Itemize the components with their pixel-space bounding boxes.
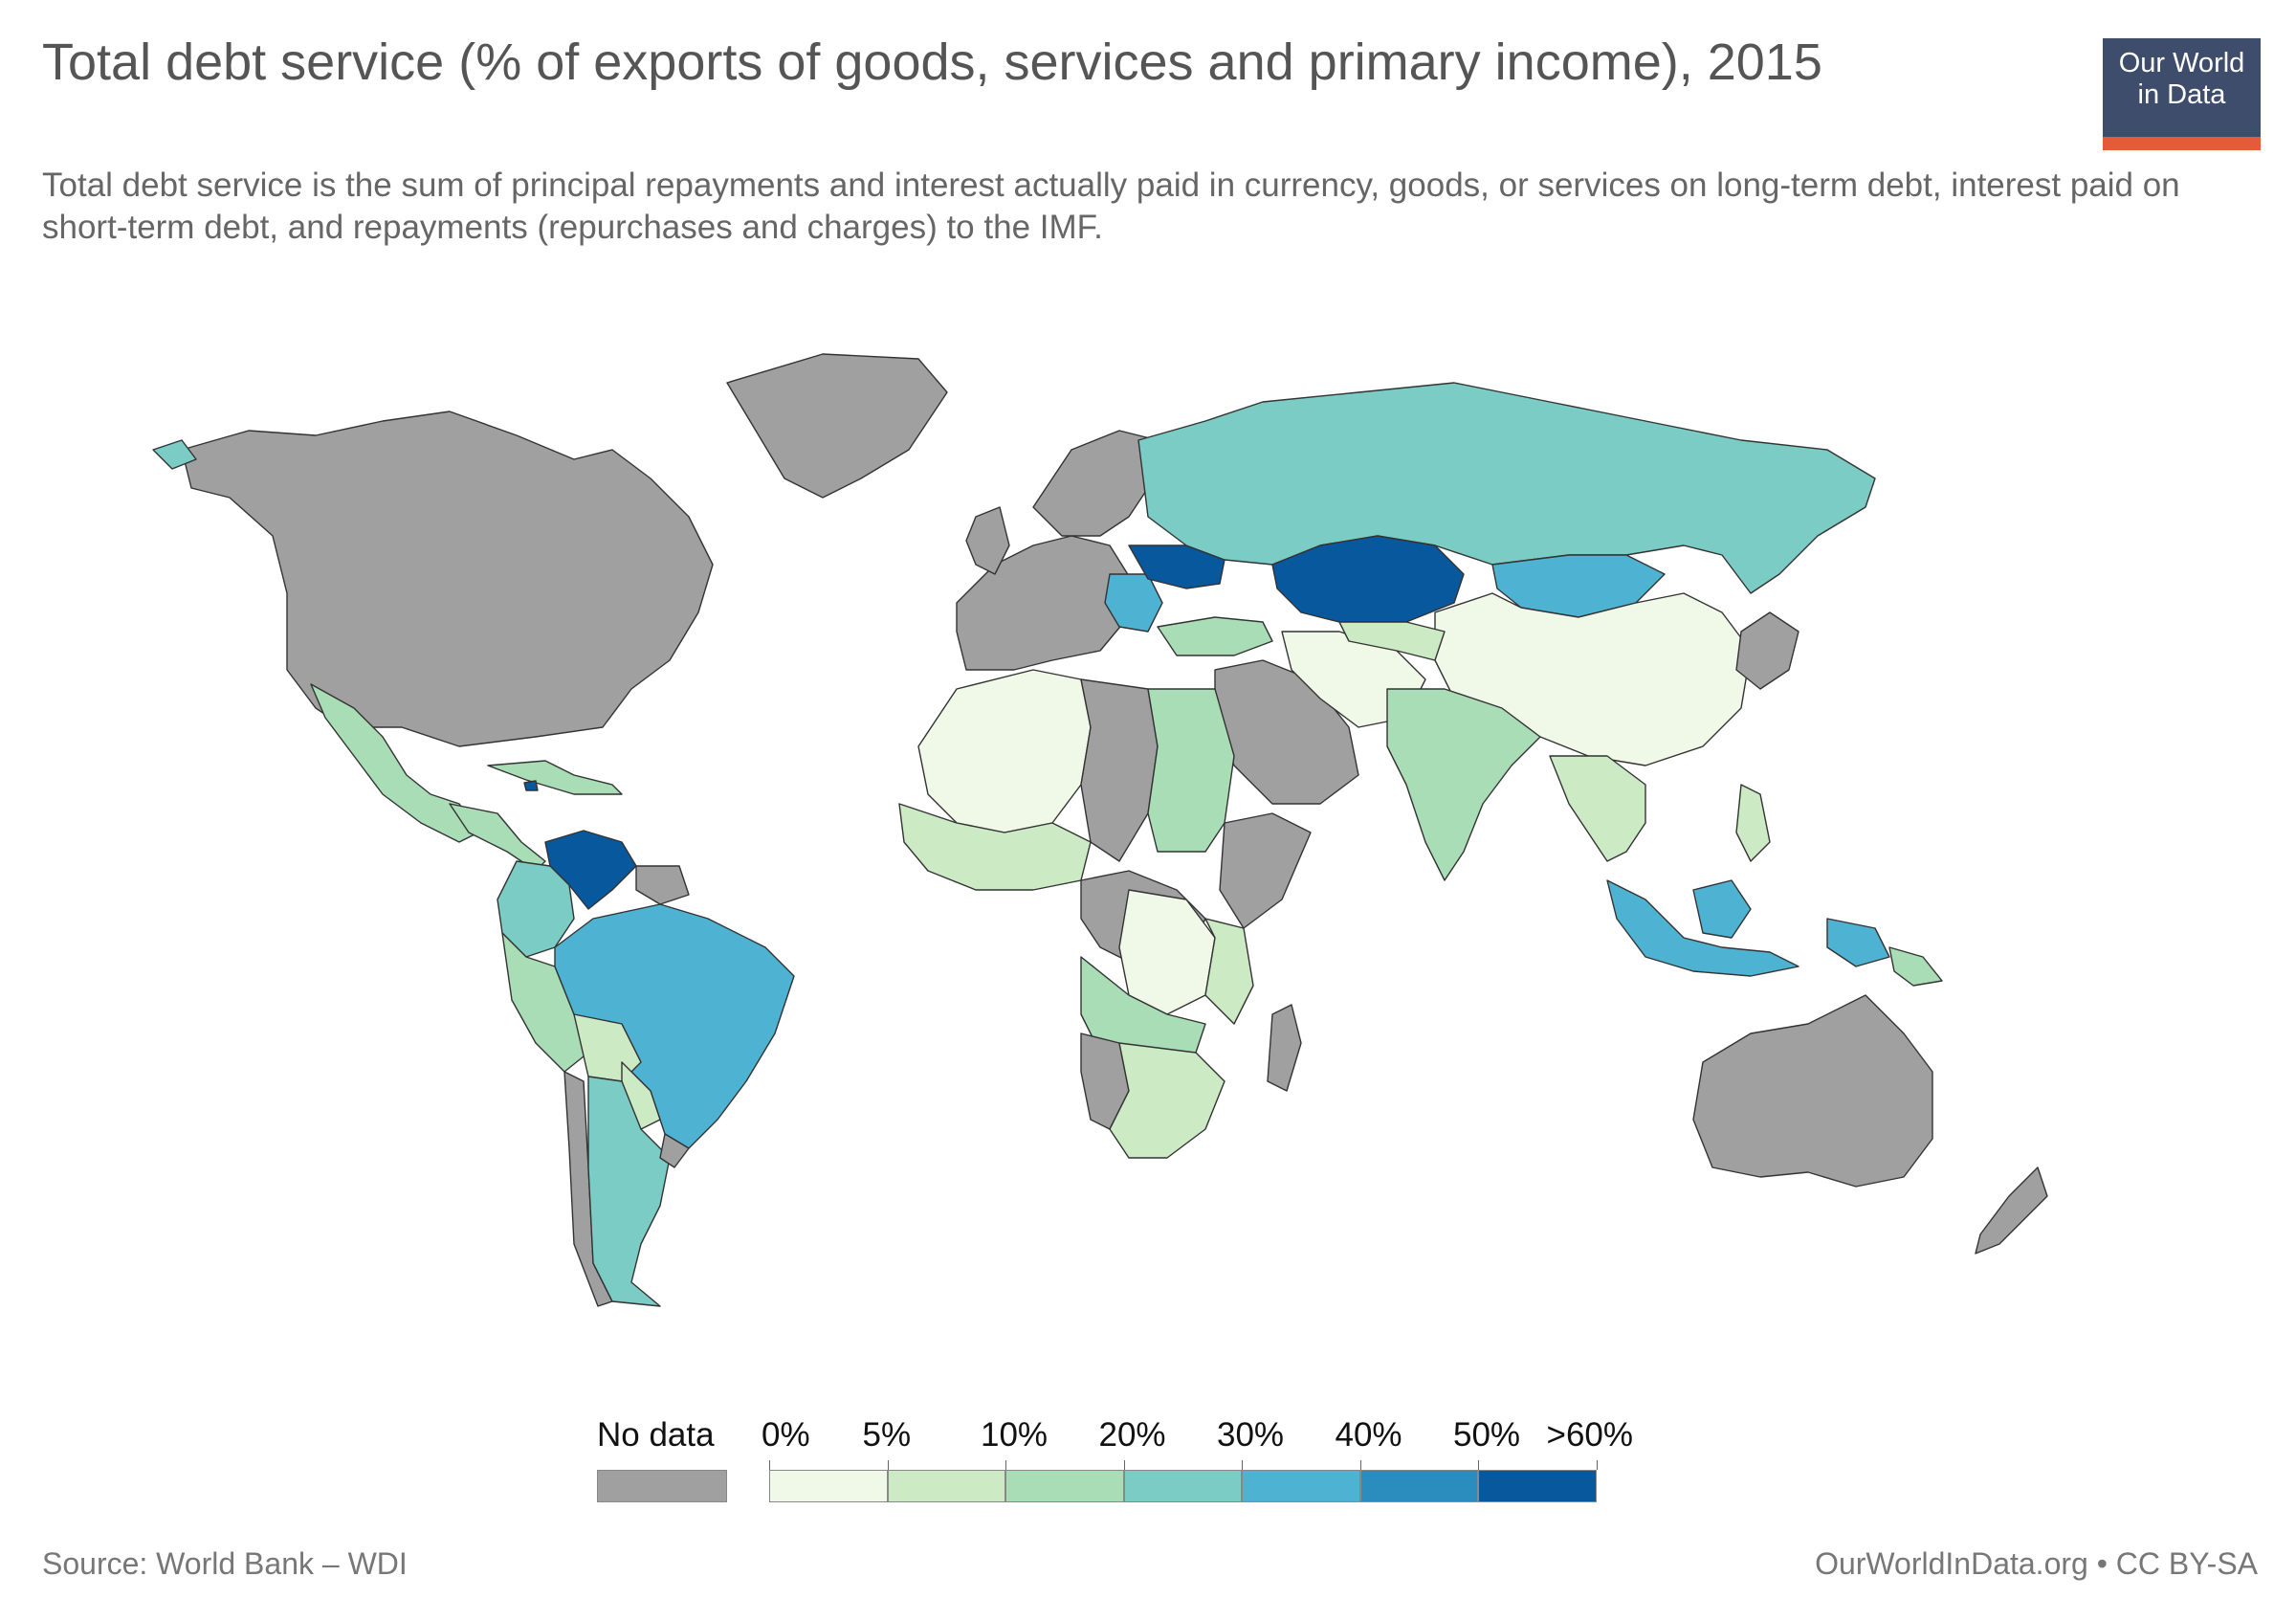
region-north-america[interactable] [181,411,714,747]
legend-label-max: >60% [1546,1416,1634,1454]
source-note[interactable]: Source: World Bank – WDI [42,1546,408,1581]
legend-tick [1596,1460,1598,1470]
legend-swatch[interactable] [1359,1470,1478,1502]
legend-tick [769,1460,770,1470]
region-australia[interactable] [1692,994,1933,1188]
legend-no-data-label: No data [597,1416,715,1454]
region-guianas[interactable] [635,865,690,905]
legend-swatch[interactable] [1478,1470,1597,1502]
legend-no-data-swatch[interactable] [597,1470,727,1502]
legend-tick [1478,1460,1479,1470]
region-argentina[interactable] [587,1076,671,1307]
legend-tick [1242,1460,1243,1470]
region-madagascar[interactable] [1267,1004,1302,1092]
chart-subtitle: Total debt service is the sum of princip… [42,167,2180,246]
region-east-africa[interactable] [1204,918,1254,1025]
region-southern-africa[interactable] [1109,1042,1225,1159]
legend-label: 50% [1453,1416,1521,1454]
region-russia[interactable] [1137,382,1876,594]
legend-swatch[interactable] [769,1470,888,1502]
legend-swatch[interactable] [1123,1470,1242,1502]
region-papua[interactable] [1826,918,1890,967]
legend-swatch[interactable] [1005,1470,1124,1502]
region-caribbean[interactable] [487,760,623,795]
region-png[interactable] [1888,946,1943,987]
region-india[interactable] [1386,688,1541,881]
region-greenland[interactable] [726,353,948,499]
map-legend: No data 0% 5% 10% 20% 30% 40% 50% >60% [0,1416,2296,1521]
region-libya-chad[interactable] [1080,678,1159,862]
region-southeast-asia[interactable] [1549,755,1646,862]
legend-label: 5% [862,1416,912,1454]
region-uruguay[interactable] [659,1133,690,1168]
legend-label: 0% [762,1416,810,1454]
world-map [152,353,2048,1307]
legend-swatch[interactable] [1242,1470,1360,1502]
legend-label: 40% [1335,1416,1402,1454]
region-indonesia[interactable] [1606,879,1799,977]
region-philippines[interactable] [1735,784,1771,862]
region-drc[interactable] [1118,889,1216,1015]
region-uk-ireland[interactable] [965,506,1010,575]
region-central-asia[interactable] [1338,621,1446,661]
region-north-africa-west[interactable] [917,669,1092,833]
region-new-zealand[interactable] [1975,1166,2048,1255]
legend-tick [1123,1460,1125,1470]
region-egypt-sudan[interactable] [1147,688,1235,853]
logo-accent-bar [2103,137,2261,150]
region-alaska-islands[interactable] [152,439,197,470]
credit-link[interactable]: OurWorldInData.org • CC BY-SA [1815,1546,2258,1581]
owid-logo[interactable]: Our World in Data [2103,38,2261,150]
region-haiti[interactable] [523,780,539,791]
region-horn-of-africa[interactable] [1219,812,1312,929]
logo-line-2: in Data [2137,79,2226,110]
region-kazakhstan[interactable] [1271,535,1465,623]
legend-label: 20% [1098,1416,1166,1454]
chart-title: Total debt service (% of exports of good… [42,33,1822,91]
region-turkey[interactable] [1157,616,1273,656]
legend-tick [1005,1460,1006,1470]
region-japan-korea[interactable] [1735,611,1799,690]
legend-swatch[interactable] [887,1470,1005,1502]
logo-line-1: Our World [2118,48,2245,78]
legend-label: 30% [1217,1416,1285,1454]
region-borneo[interactable] [1692,879,1752,939]
legend-tick [887,1460,889,1470]
legend-label: 10% [981,1416,1049,1454]
legend-tick [1359,1460,1361,1470]
